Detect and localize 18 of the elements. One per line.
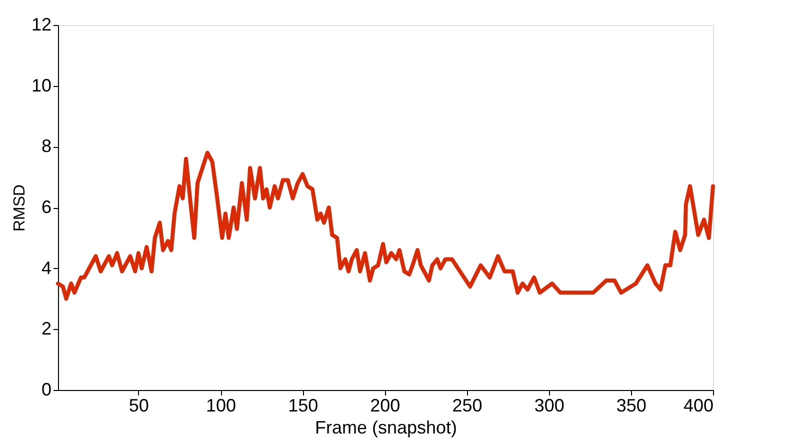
y-tick-label: 6 <box>41 197 52 217</box>
y-axis-title: RMSD <box>11 184 28 232</box>
x-tick-label: 200 <box>370 396 400 416</box>
x-tick-label: 50 <box>128 396 149 416</box>
y-tick-label: 12 <box>31 14 52 34</box>
y-tick-label: 8 <box>41 136 52 156</box>
line-series <box>56 150 715 301</box>
y-tick-label: 0 <box>41 380 52 400</box>
y-tick-label: 2 <box>41 318 52 339</box>
y-tick-label: 10 <box>31 75 52 96</box>
x-tick-label: 100 <box>206 396 236 416</box>
y-tick-label: 4 <box>41 258 52 278</box>
x-tick-label: 350 <box>616 396 646 416</box>
x-tick-label: 150 <box>288 396 318 416</box>
x-tick-label: 400 <box>683 396 714 416</box>
x-axis-title: Frame (snapshot) <box>314 418 458 438</box>
x-tick-label: 250 <box>452 396 482 416</box>
x-tick-label: 300 <box>534 396 564 416</box>
